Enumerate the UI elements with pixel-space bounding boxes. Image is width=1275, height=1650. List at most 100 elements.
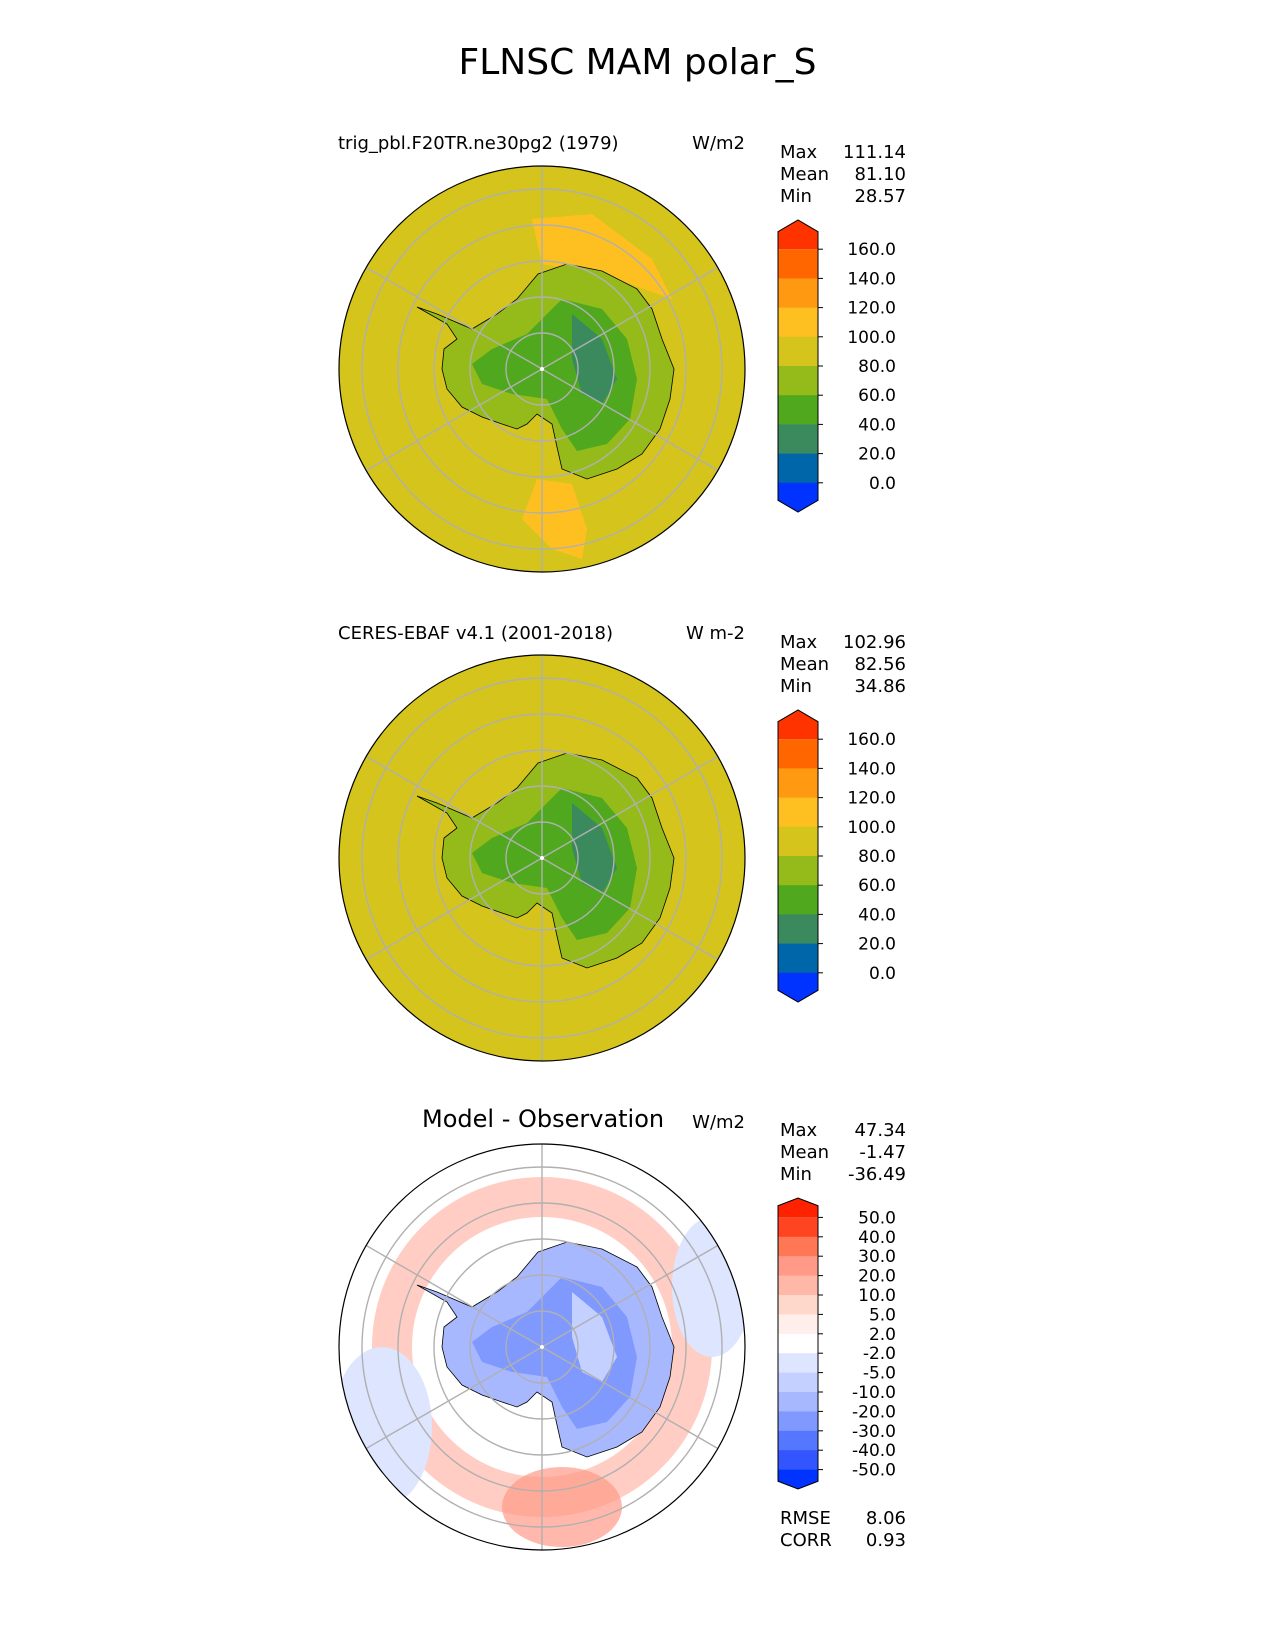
colorbar-tick-label: 160.0 <box>847 240 896 260</box>
colorbar-outline <box>777 219 819 513</box>
meridian-line <box>541 1244 719 1348</box>
colorbar-tick-label: 30.0 <box>858 1247 896 1267</box>
colorbar-tick-label: 140.0 <box>847 759 896 779</box>
panel-test-title: trig_pbl.F20TR.ne30pg2 (1979) <box>338 133 619 154</box>
map-border <box>338 1143 746 1551</box>
south-pole-marker <box>540 367 544 371</box>
meridian-line <box>365 368 543 472</box>
stats-diff-extra: RMSE 8.06 CORR 0.93 <box>780 1508 906 1552</box>
colorbar-extend-min <box>778 1469 818 1489</box>
meridian-line <box>365 1244 543 1348</box>
meridian-line <box>541 266 719 370</box>
positive-anomaly-patch <box>502 1467 622 1547</box>
colorbar-segment <box>778 1411 818 1432</box>
colorbar-extend-min <box>778 972 818 1002</box>
meridian-line <box>541 857 719 961</box>
colorbar-tick-label: 60.0 <box>858 386 896 406</box>
polar-map-diff <box>338 1143 746 1551</box>
colorbar-tick-label: -50.0 <box>852 1461 896 1481</box>
negative-anomaly-patch <box>339 1347 432 1507</box>
antarctica-plateau <box>572 803 617 893</box>
colorbar-segment <box>778 1450 818 1471</box>
colorbar-tick-label: 0.0 <box>869 964 896 984</box>
graticule <box>361 1144 723 1550</box>
colorbar-tick-label: 50.0 <box>858 1208 896 1228</box>
colorbar-segment <box>778 1236 818 1257</box>
colorbar-tick-label: 100.0 <box>847 328 896 348</box>
high-flux-region <box>522 479 587 559</box>
colorbar-segment <box>778 1333 818 1354</box>
colorbar-segment <box>778 914 818 945</box>
colorbar-diff: 50.040.030.020.010.05.02.0-2.0-5.0-10.0-… <box>777 1197 896 1490</box>
stat-mean: Mean 81.10 <box>780 164 906 185</box>
colorbar-tick-label: 40.0 <box>858 905 896 925</box>
colorbar-segment <box>778 424 818 455</box>
colorbar-extend-max <box>778 220 818 250</box>
stat-mean: Mean -1.47 <box>780 1142 906 1163</box>
colorbar-segment <box>778 826 818 857</box>
colorbar-tick-label: 20.0 <box>858 935 896 955</box>
colorbar-tick-label: -2.0 <box>863 1344 896 1364</box>
colorbar-segment <box>778 1275 818 1296</box>
colorbar-tick-label: -40.0 <box>852 1441 896 1461</box>
south-pole-marker <box>540 1345 544 1349</box>
colorbar-tick-label: 80.0 <box>858 847 896 867</box>
meridian-line <box>365 266 543 370</box>
colorbar-segment <box>778 1372 818 1393</box>
meridian-line <box>365 755 543 859</box>
south-pole-marker <box>540 856 544 860</box>
colorbar-tick-label: 2.0 <box>869 1325 896 1345</box>
stat-mean: Mean 82.56 <box>780 654 906 675</box>
stats-test: Max 111.14 Mean 81.10 Min 28.57 <box>780 142 906 208</box>
colorbar-segment <box>778 1353 818 1374</box>
colorbar-tick-label: 120.0 <box>847 789 896 809</box>
stat-rmse: RMSE 8.06 <box>780 1508 906 1529</box>
colorbar-tick-label: 100.0 <box>847 818 896 838</box>
stats-diff: Max 47.34 Mean -1.47 Min -36.49 <box>780 1120 906 1186</box>
map-border <box>338 654 746 1062</box>
polar-map-reference <box>338 654 746 1062</box>
colorbar-tick-label: 40.0 <box>858 415 896 435</box>
colorbar-tick-label: -10.0 <box>852 1383 896 1403</box>
colorbar-segment <box>778 1430 818 1451</box>
colorbar-segment <box>778 366 818 396</box>
colorbar-segment <box>778 768 818 799</box>
colorbar-segment <box>778 797 818 828</box>
colorbar-reference: 160.0 140.0 120.0 100.0 80.0 60.0 40.0 20.0 0.0 <box>777 709 896 1003</box>
colorbar-segment <box>778 943 818 974</box>
colorbar-extend-max <box>778 1198 818 1218</box>
meridian-line <box>541 368 719 472</box>
colorbar-tick-label: 80.0 <box>858 357 896 377</box>
colorbar-test: 160.0 140.0 120.0 100.0 80.0 60.0 40.0 20.0 0.0 <box>777 219 896 513</box>
colorbar-outline <box>777 709 819 1003</box>
map-border <box>338 165 746 573</box>
colorbar-tick-label: 120.0 <box>847 299 896 319</box>
colorbar-segment <box>778 1392 818 1412</box>
meridian-line <box>365 1346 543 1450</box>
colorbar-segment <box>778 1295 818 1315</box>
colorbar-segment <box>778 739 818 769</box>
colorbar-tick-label: 5.0 <box>869 1305 896 1325</box>
colorbar-tick-label: 140.0 <box>847 269 896 289</box>
colorbar-outline <box>777 1197 819 1490</box>
colorbar-tick-label: 20.0 <box>858 445 896 465</box>
stats-reference: Max 102.96 Mean 82.56 Min 34.86 <box>780 632 906 698</box>
antarctica-plateau <box>572 1292 617 1382</box>
stat-max: Max 47.34 <box>780 1120 906 1141</box>
colorbar-tick-label: 60.0 <box>858 876 896 896</box>
colorbar-tick-label: -20.0 <box>852 1402 896 1422</box>
colorbar-segment <box>778 1217 818 1238</box>
meridian-line <box>365 857 543 961</box>
colorbar-segment <box>778 453 818 484</box>
colorbar-segment <box>778 1256 818 1277</box>
graticule <box>361 166 723 572</box>
panel-test-units: W/m2 <box>692 133 745 154</box>
graticule <box>361 655 723 1061</box>
panel-reference-title: CERES-EBAF v4.1 (2001-2018) <box>338 623 614 644</box>
colorbar-segment <box>778 249 818 279</box>
panel-diff-units: W/m2 <box>692 1112 745 1133</box>
colorbar-segment <box>778 307 818 338</box>
stat-corr: CORR 0.93 <box>780 1530 906 1551</box>
colorbar-tick-label: 160.0 <box>847 730 896 750</box>
stat-min: Min -36.49 <box>780 1164 906 1185</box>
